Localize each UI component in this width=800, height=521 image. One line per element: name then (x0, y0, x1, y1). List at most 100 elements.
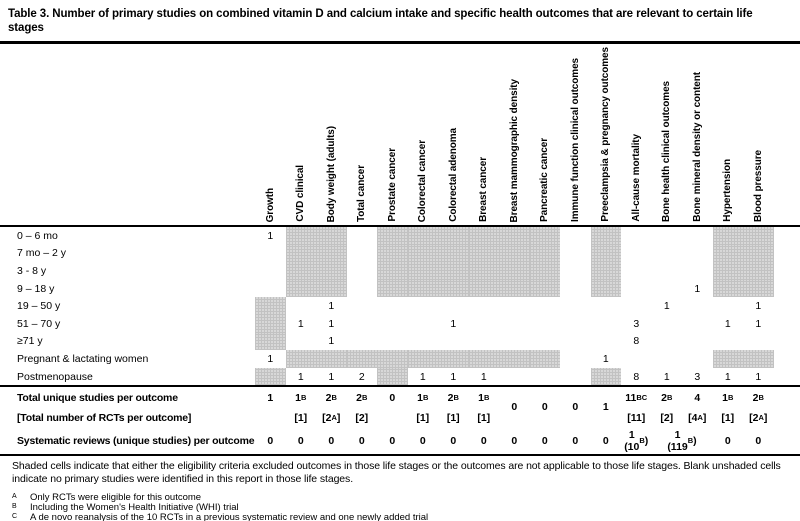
cell-r3-c13 (652, 280, 683, 298)
cell-r0-c0: 1 (267, 229, 274, 242)
cell-r7-c15 (712, 350, 743, 368)
col-header-label: Prostate cancer (386, 148, 398, 222)
sysrev-c3: 0 (358, 434, 365, 447)
cell-r0-c8 (499, 227, 530, 245)
sysrev-c16: 0 (755, 434, 762, 447)
col-header-8: Breast mammographic density (499, 44, 530, 225)
cell-r7-c14 (682, 350, 713, 368)
cell-r5-c4 (377, 315, 408, 333)
cell-r4-c15 (713, 297, 744, 315)
cell-r6-c14 (682, 333, 713, 351)
cell-r3-c0 (255, 280, 286, 298)
cell-r1-c3 (347, 245, 378, 263)
cell-r7-c1 (285, 350, 316, 368)
cell-r1-c16 (743, 244, 774, 263)
cell-r6-c10 (560, 333, 591, 351)
cell-r2-c10 (560, 262, 591, 280)
col-header-label: Hypertension (722, 159, 734, 222)
row-label-5: 51 – 70 y (17, 317, 61, 330)
cell-r3-c3 (347, 280, 378, 298)
cell-r6-c0 (255, 332, 286, 351)
cell-r5-c11 (591, 315, 622, 333)
row-label-4: 19 – 50 y (17, 300, 61, 313)
cell-r0-c12 (621, 227, 652, 245)
cell-r6-c13 (652, 333, 683, 351)
cell-r8-c3: 2 (358, 370, 365, 383)
rct-c14: [4 A] (688, 411, 707, 424)
cell-r7-c16 (743, 350, 774, 368)
cell-r5-c15: 1 (724, 317, 731, 330)
sysrev-c6: 0 (450, 434, 457, 447)
col-header-label: Colorectal cancer (417, 139, 429, 222)
cell-r2-c2 (316, 262, 347, 280)
rct-c15: [1] (721, 411, 735, 424)
footnote-a: A Only RCTs were eligible for this outco… (12, 493, 800, 503)
cell-r8-c2: 1 (328, 370, 335, 383)
cell-r6-c4 (377, 333, 408, 351)
table-grid: Growth CVD clinical Body weight (adults) To… (0, 44, 800, 457)
cell-r4-c8 (499, 297, 530, 315)
cell-r5-c7 (469, 315, 500, 333)
sysrev-c1: 0 (297, 434, 304, 447)
cell-r8-c15: 1 (724, 370, 731, 383)
cell-r8-c12: 8 (633, 370, 640, 383)
cell-r1-c7 (468, 244, 499, 263)
total-c8: 0 (511, 401, 518, 414)
cell-r4-c3 (347, 297, 378, 315)
col-header-label: Bone mineral density or content (691, 72, 703, 222)
rct-c16: [2 A] (749, 411, 768, 424)
cell-r3-c9 (529, 279, 560, 298)
cell-r0-c5 (407, 227, 438, 245)
cell-r6-c16 (743, 333, 774, 351)
row-label-6: ≥71 y (17, 335, 43, 348)
footnote-a-mark: A (12, 493, 17, 501)
cell-r0-c15 (712, 227, 743, 245)
cell-r1-c6 (438, 244, 469, 263)
cell-r5-c3 (347, 315, 378, 333)
cell-r1-c8 (499, 244, 530, 263)
col-header-label: Bone health clinical outcomes (661, 80, 673, 222)
cell-r2-c12 (621, 262, 652, 280)
col-header-label: Colorectal adenoma (447, 128, 459, 222)
cell-r1-c12 (621, 245, 652, 263)
cell-r5-c10 (560, 315, 591, 333)
cell-r3-c6 (438, 279, 469, 298)
col-header-10: Immune function clinical outcomes (560, 44, 591, 225)
sysrev-c10: 0 (572, 434, 579, 447)
sysrev-c4: 0 (389, 434, 396, 447)
col-header-5: Colorectal cancer (408, 44, 439, 225)
total-c14: 4 (694, 391, 701, 404)
footnotes: A Only RCTs were eligible for this outco… (0, 493, 800, 521)
cell-r2-c5 (407, 262, 438, 280)
cell-r6-c12: 8 (633, 335, 640, 348)
sysrev-c8: 0 (511, 434, 518, 447)
cell-r8-c1: 1 (297, 370, 304, 383)
cell-r6-c7 (469, 333, 500, 351)
cell-r2-c9 (529, 262, 560, 280)
cell-r4-c9 (530, 297, 561, 315)
cell-r4-c0 (255, 297, 286, 315)
cell-r1-c1 (285, 244, 316, 263)
cell-r0-c1 (285, 227, 316, 245)
cell-r2-c8 (499, 262, 530, 280)
cell-r7-c3 (346, 350, 377, 368)
cell-r5-c13 (652, 315, 683, 333)
total-c11: 1 (602, 401, 609, 414)
cell-r2-c14 (682, 262, 713, 280)
cell-r7-c4 (377, 350, 408, 368)
cell-r4-c5 (408, 297, 439, 315)
col-header-3: Total cancer (347, 44, 378, 225)
col-header-label: Blood pressure (752, 150, 764, 222)
cell-r1-c5 (407, 244, 438, 263)
col-header-label: Breast cancer (478, 157, 490, 222)
cell-r7-c8 (499, 350, 530, 368)
footnote-c: C A de novo reanalysis of the 10 RCTs in… (12, 513, 800, 521)
cell-r2-c13 (652, 262, 683, 280)
sysrev-c13: 1 (119 B) (667, 428, 697, 453)
cell-r8-c8 (499, 368, 530, 386)
cell-r5-c12: 3 (633, 317, 640, 330)
cell-r1-c15 (712, 244, 743, 263)
cell-r6-c1 (286, 333, 317, 351)
